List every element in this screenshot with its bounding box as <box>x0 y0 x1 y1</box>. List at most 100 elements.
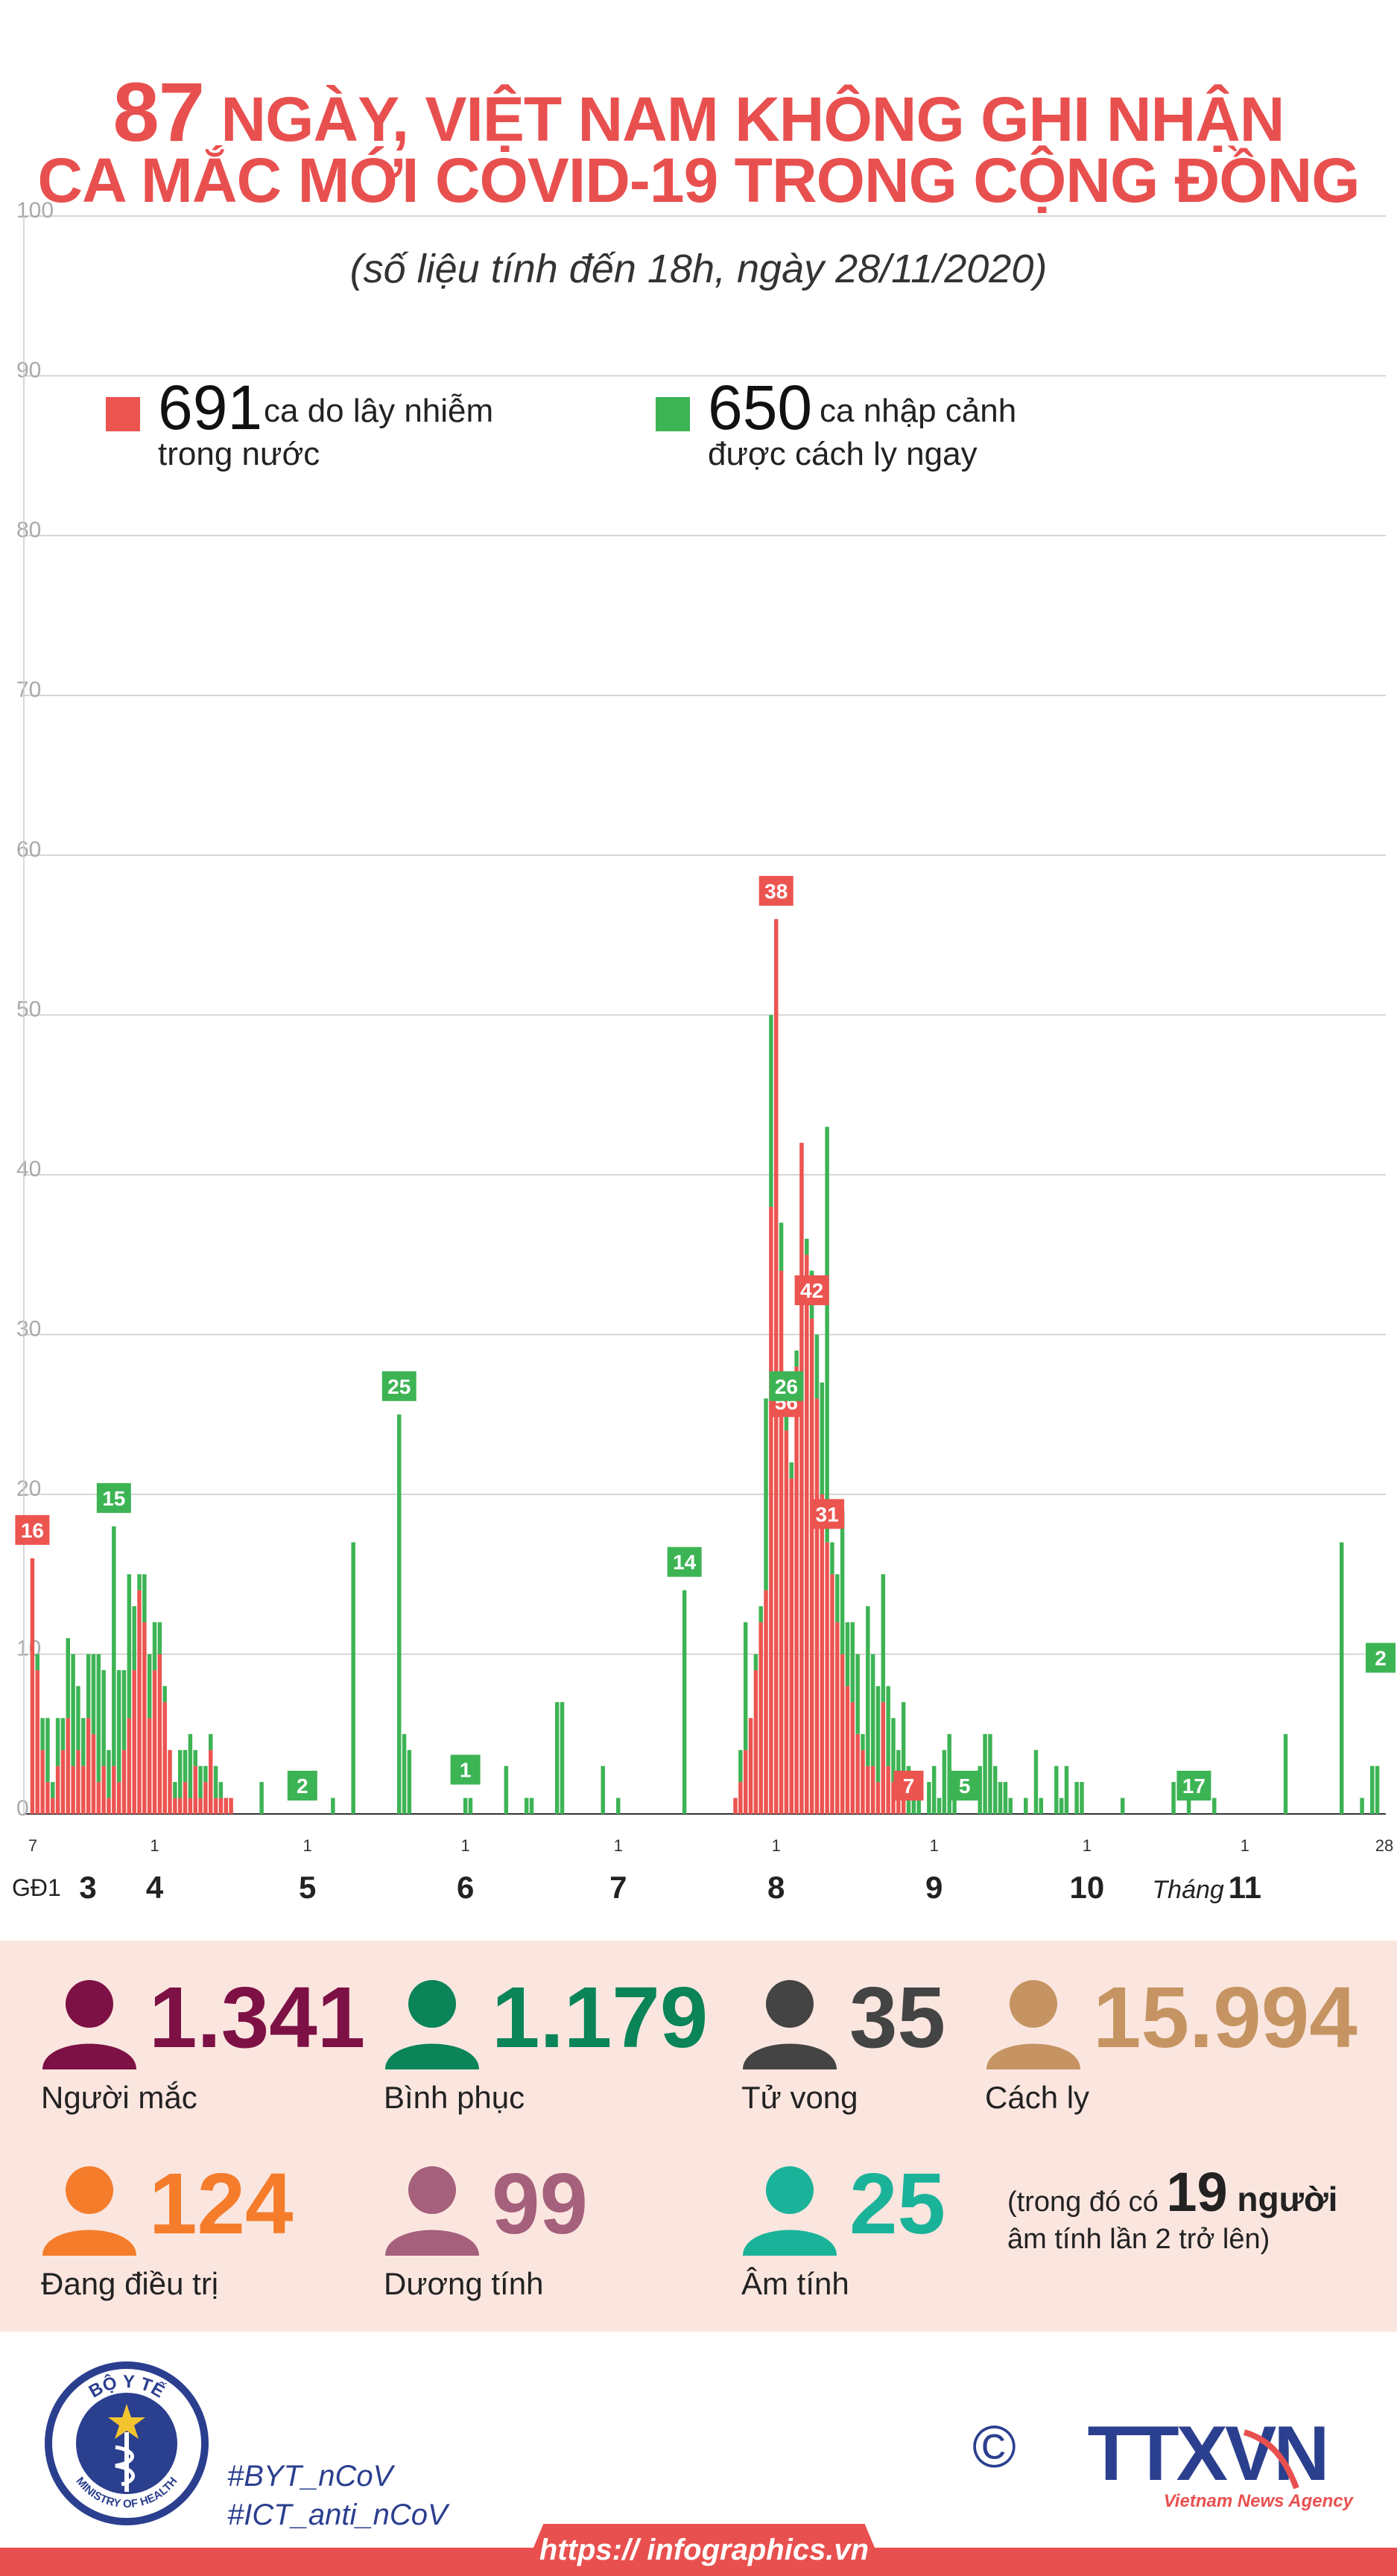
bar-domestic <box>886 1766 890 1814</box>
value-badge <box>949 1771 980 1801</box>
hashtag-byt: #BYT_nCoV <box>227 2460 393 2493</box>
bar-imported <box>213 1766 218 1798</box>
month-label: 4 <box>146 1870 164 1905</box>
bar-domestic <box>198 1798 203 1814</box>
bar-domestic <box>203 1782 208 1814</box>
bar-imported <box>927 1782 931 1814</box>
bar-domestic <box>830 1574 834 1814</box>
bar-imported <box>866 1606 870 1766</box>
bar-imported <box>76 1686 80 1751</box>
bar-imported <box>35 1654 39 1670</box>
bar-imported <box>209 1733 213 1751</box>
bar-domestic <box>81 1766 86 1814</box>
month-label: 10 <box>1069 1870 1104 1905</box>
bar-imported <box>1024 1798 1028 1814</box>
bar-domestic <box>845 1686 850 1814</box>
bar-domestic <box>137 1590 142 1814</box>
y-tick-label: 90 <box>16 358 41 383</box>
y-tick-label: 100 <box>16 198 54 223</box>
bar-domestic <box>35 1669 39 1814</box>
bar-imported <box>463 1798 468 1814</box>
data-label: 17 <box>1182 1774 1206 1798</box>
data-label: 15 <box>102 1487 125 1510</box>
bar-imported <box>554 1701 560 1814</box>
ttxvn-subtitle: Vietnam News Agency <box>1164 2491 1355 2511</box>
stat-treating-value: 124 <box>149 2155 294 2252</box>
bar-domestic <box>789 1478 793 1814</box>
month-start-tick: 1 <box>614 1836 623 1855</box>
y-tick-label: 20 <box>16 1476 41 1501</box>
bar-imported <box>753 1654 758 1670</box>
person-icon <box>743 1980 837 2069</box>
bar-domestic <box>799 1143 804 1814</box>
bar-imported <box>1370 1766 1375 1814</box>
bar-imported <box>937 1798 942 1814</box>
ttxvn-logo-text: TTXVN <box>1088 2417 1327 2497</box>
bar-imported <box>983 1733 987 1814</box>
person-icon <box>743 2166 837 2256</box>
data-label: 2 <box>297 1774 308 1798</box>
page-title-line2: CA MẮC MỚI COVID-19 TRONG CỘNG ĐỒNG <box>37 145 1360 215</box>
bar-imported <box>86 1654 91 1719</box>
note-prefix: (trong đó có <box>1007 2186 1167 2218</box>
data-label: 26 <box>775 1375 798 1398</box>
bar-imported <box>942 1750 947 1814</box>
bar-domestic <box>96 1782 101 1814</box>
stat-recovered-value: 1.179 <box>492 1969 709 2066</box>
bar-imported <box>137 1574 142 1590</box>
bar-imported <box>193 1750 197 1766</box>
bar-imported <box>1120 1798 1125 1814</box>
value-badge <box>769 1371 804 1401</box>
bar-imported <box>952 1798 957 1814</box>
bar-imported <box>45 1718 50 1783</box>
bar-imported <box>805 1238 809 1255</box>
value-badge <box>1176 1771 1211 1801</box>
stat-recovered-label: Bình phục <box>384 2080 525 2115</box>
bar-imported <box>1212 1798 1217 1814</box>
bar-imported <box>850 1622 855 1702</box>
bar-domestic <box>51 1798 55 1814</box>
month-start-tick: 1 <box>303 1836 312 1855</box>
x-start-tick: 7 <box>28 1836 37 1855</box>
value-badge <box>381 1371 416 1401</box>
bar-imported <box>1171 1782 1176 1814</box>
value-badge <box>96 1482 131 1513</box>
bar-domestic <box>132 1669 136 1814</box>
bar-domestic <box>91 1733 96 1814</box>
stat-negative-value: 25 <box>849 2155 946 2252</box>
bar-domestic <box>835 1622 840 1814</box>
bar-imported <box>947 1733 951 1814</box>
bar-domestic <box>229 1798 233 1814</box>
bar-domestic <box>45 1782 50 1814</box>
stat-positive-label: Dương tính <box>384 2266 544 2301</box>
legend-domestic-text2: trong nước <box>158 436 320 472</box>
month-start-tick: 1 <box>930 1836 939 1855</box>
bar-imported <box>891 1718 896 1783</box>
data-label: 2 <box>1375 1646 1387 1669</box>
bar-imported <box>203 1766 208 1783</box>
bar-imported <box>81 1718 86 1766</box>
data-label: 31 <box>816 1503 839 1526</box>
bar-domestic <box>60 1750 66 1814</box>
bar-domestic <box>866 1766 870 1814</box>
case-chart: 0102030405060708090100161522511438562642… <box>12 198 1396 1905</box>
bar-imported <box>931 1766 937 1814</box>
bar-imported <box>91 1654 96 1734</box>
bar-domestic <box>168 1750 172 1814</box>
bar-domestic <box>152 1669 157 1814</box>
bar-imported <box>162 1686 167 1702</box>
bar-imported <box>870 1654 875 1766</box>
bar-domestic <box>101 1766 106 1814</box>
bar-domestic <box>814 1398 820 1814</box>
bar-imported <box>183 1750 188 1783</box>
bar-imported <box>147 1654 152 1719</box>
bar-domestic <box>218 1798 224 1814</box>
month-label: 3 <box>79 1870 96 1905</box>
value-badge <box>287 1771 317 1801</box>
bar-domestic <box>733 1798 738 1814</box>
bar-domestic <box>127 1718 132 1814</box>
value-badge <box>667 1546 702 1577</box>
bar-imported <box>789 1462 793 1479</box>
bar-imported <box>886 1686 890 1766</box>
legend-imported-swatch <box>656 397 690 431</box>
